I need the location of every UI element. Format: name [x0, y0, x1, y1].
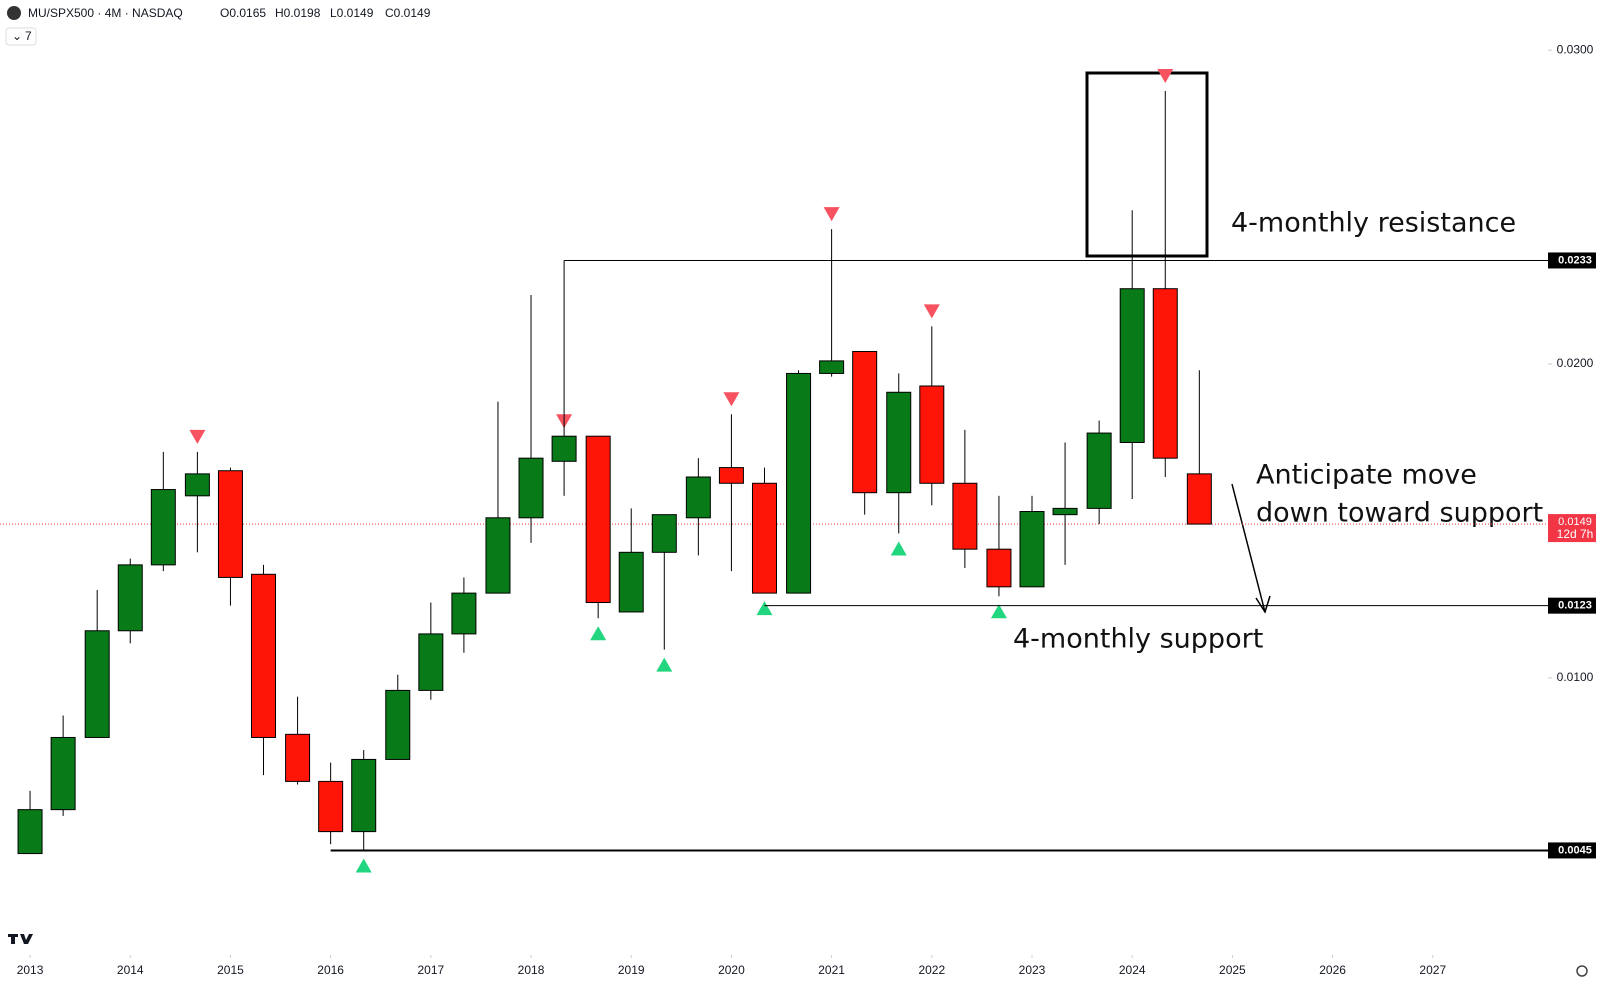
candle-body [685, 476, 711, 519]
candle-body [184, 473, 210, 497]
x-tick-label: 2022 [918, 963, 945, 977]
candle-body [1119, 288, 1145, 443]
pivot-low [890, 541, 907, 556]
arrow-head [1255, 595, 1271, 614]
candle-body [551, 435, 577, 462]
pivot-low [756, 601, 773, 616]
candle-body [886, 391, 912, 494]
x-tick-label: 2020 [718, 963, 745, 977]
indicator-toggle[interactable] [5, 27, 37, 46]
level-label-box [1548, 597, 1596, 614]
candle-body [285, 733, 311, 782]
candle-body [318, 780, 344, 833]
candle-body [718, 467, 744, 484]
pivot-low [656, 657, 673, 672]
pivot-high [189, 429, 206, 444]
symbol: MU/SPX500 · 4M · NASDAQ [28, 6, 183, 20]
candle-body [117, 564, 143, 632]
x-tick-label: 2026 [1319, 963, 1346, 977]
candle-body [852, 350, 878, 494]
x-tick-label: 2023 [1019, 963, 1046, 977]
resistance-zone [1085, 71, 1209, 258]
candle-body [451, 592, 477, 635]
pivot-high [1157, 69, 1174, 84]
candle-body [485, 517, 511, 594]
x-tick-label: 2024 [1119, 963, 1146, 977]
annotation: down toward support [1256, 498, 1543, 529]
candle-body [651, 514, 677, 553]
x-tick-label: 2027 [1419, 963, 1446, 977]
candle-body [251, 573, 277, 738]
x-tick-label: 2013 [17, 963, 44, 977]
candle-body [952, 482, 978, 550]
ohlc-value: L0.0149 [330, 6, 374, 20]
pivot-low [590, 626, 607, 641]
candle-body [618, 551, 644, 613]
candle-body [217, 470, 243, 578]
level-label: 0.0233 [1558, 254, 1592, 266]
pivot-low [990, 604, 1007, 619]
y-tick-label: 0.0200 [1557, 356, 1594, 370]
ohlc-value: C0.0149 [385, 6, 431, 20]
x-tick-label: 2014 [117, 963, 144, 977]
candle-body [17, 809, 43, 855]
candle-body [786, 372, 812, 594]
arrow [1231, 483, 1266, 613]
candle-body [351, 758, 377, 833]
candle-body [751, 482, 777, 594]
y-tick-label: 0.0100 [1557, 670, 1594, 684]
indicator-count: 7 [25, 29, 32, 43]
annotation: 4-monthly resistance [1231, 208, 1516, 239]
x-tick-label: 2017 [417, 963, 444, 977]
candle-body [1186, 473, 1212, 525]
logo [8, 934, 33, 944]
level-label-box [1548, 842, 1596, 859]
pivot-high [823, 207, 840, 222]
candle-body [84, 630, 110, 738]
price-label: 0.0149 [1558, 516, 1592, 528]
ohlc: O0.0165 H0.0198 L0.0149 C0.0149 [220, 6, 431, 20]
pivot-high [723, 392, 740, 407]
candle-body [1052, 507, 1078, 516]
price-label-box [1548, 514, 1596, 543]
level-label-box [1548, 252, 1596, 269]
ohlc-value: H0.0198 [275, 6, 321, 20]
candle-body [150, 489, 176, 566]
chevron: ⌄ [12, 29, 22, 43]
candle-body [518, 457, 544, 519]
candle-body [919, 385, 945, 484]
level-label: 0.0123 [1558, 600, 1592, 612]
candle-body [385, 689, 411, 760]
candle-body [50, 736, 76, 811]
candle-body [986, 548, 1012, 588]
candle-body [585, 435, 611, 604]
candle-body [1086, 432, 1112, 509]
annotation: Anticipate move [1256, 460, 1477, 491]
symbol-logo [7, 6, 21, 20]
level-label: 0.0045 [1558, 844, 1592, 856]
candle-body [1019, 511, 1045, 588]
countdown: 12d 7h [1557, 527, 1594, 541]
x-tick-label: 2015 [217, 963, 244, 977]
candle-body [1152, 288, 1178, 459]
annotation: 4-monthly support [1013, 624, 1263, 655]
x-tick-label: 2025 [1219, 963, 1246, 977]
x-tick-label: 2021 [818, 963, 845, 977]
y-tick-label: 0.0300 [1557, 42, 1594, 56]
candle-body [418, 633, 444, 691]
pivot-low [355, 858, 372, 873]
candle-body [819, 360, 845, 374]
x-tick-label: 2019 [618, 963, 645, 977]
settings[interactable] [1576, 965, 1588, 977]
x-tick-label: 2016 [317, 963, 344, 977]
x-tick-label: 2018 [518, 963, 545, 977]
ohlc-value: O0.0165 [220, 6, 266, 20]
pivot-high [923, 304, 940, 319]
